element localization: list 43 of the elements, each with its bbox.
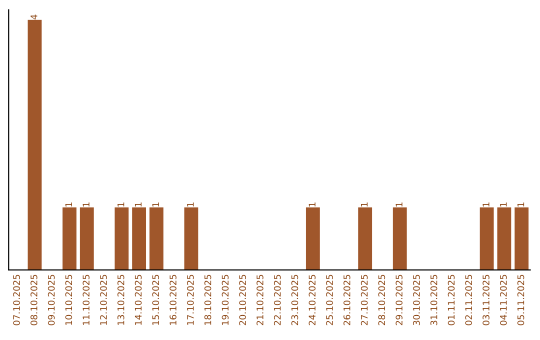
x-tick-label: 09.10.2025 bbox=[48, 274, 55, 326]
x-tick-label: 07.10.2025 bbox=[13, 274, 20, 326]
x-tick-label: 19.10.2025 bbox=[222, 274, 229, 325]
data-label: 1 bbox=[482, 202, 490, 206]
x-tick-label: 03.11.2025 bbox=[482, 274, 490, 326]
x-tick-label: 01.11.2025 bbox=[448, 274, 455, 326]
x-tick-label: 10.10.2025 bbox=[65, 274, 72, 325]
x-tick-label: 22.10.2025 bbox=[274, 274, 281, 326]
data-label: 1 bbox=[65, 202, 72, 206]
x-tick-label: 28.10.2025 bbox=[378, 274, 386, 326]
x-tick-label: 15.10.2025 bbox=[152, 274, 160, 325]
x-tick-label: 04.11.2025 bbox=[500, 274, 507, 326]
x-tick-label: 29.10.2025 bbox=[396, 274, 402, 326]
x-tick-label: 20.10.2025 bbox=[239, 274, 246, 326]
x-tick-label: 05.11.2025 bbox=[517, 274, 524, 326]
data-label: 1 bbox=[82, 202, 90, 206]
x-tick-label: 21.10.2025 bbox=[256, 274, 264, 326]
x-tick-label: 16.10.2025 bbox=[170, 274, 176, 325]
data-label: 1 bbox=[517, 202, 524, 206]
data-label: 1 bbox=[500, 202, 507, 206]
data-label: 1 bbox=[396, 202, 402, 206]
x-tick-label: 27.10.2025 bbox=[360, 274, 368, 326]
data-label: 1 bbox=[118, 202, 124, 206]
x-tick-label: 08.10.2025 bbox=[30, 274, 38, 326]
x-tick-label: 26.10.2025 bbox=[343, 274, 350, 326]
data-label: 1 bbox=[361, 202, 368, 206]
x-tick-label: 31.10.2025 bbox=[430, 274, 438, 326]
data-label: 1 bbox=[308, 202, 316, 206]
x-tick-label: 02.11.2025 bbox=[465, 274, 472, 326]
x-tick-label: 14.10.2025 bbox=[134, 274, 142, 325]
data-label: 4 bbox=[30, 14, 38, 20]
data-label: 1 bbox=[187, 202, 194, 206]
x-tick-label: 18.10.2025 bbox=[204, 274, 212, 325]
x-tick-label: 13.10.2025 bbox=[117, 274, 124, 325]
x-tick-label: 30.10.2025 bbox=[413, 274, 420, 326]
x-tick-label: 17.10.2025 bbox=[187, 274, 194, 325]
x-tick-label: 12.10.2025 bbox=[100, 274, 107, 325]
x-tick-label: 24.10.2025 bbox=[308, 274, 316, 326]
x-tick-label: 25.10.2025 bbox=[326, 274, 333, 326]
data-label: 1 bbox=[134, 202, 142, 206]
x-tick-label: 11.10.2025 bbox=[82, 274, 90, 325]
x-tick-label: 23.10.2025 bbox=[291, 274, 298, 326]
data-label: 1 bbox=[152, 202, 159, 206]
